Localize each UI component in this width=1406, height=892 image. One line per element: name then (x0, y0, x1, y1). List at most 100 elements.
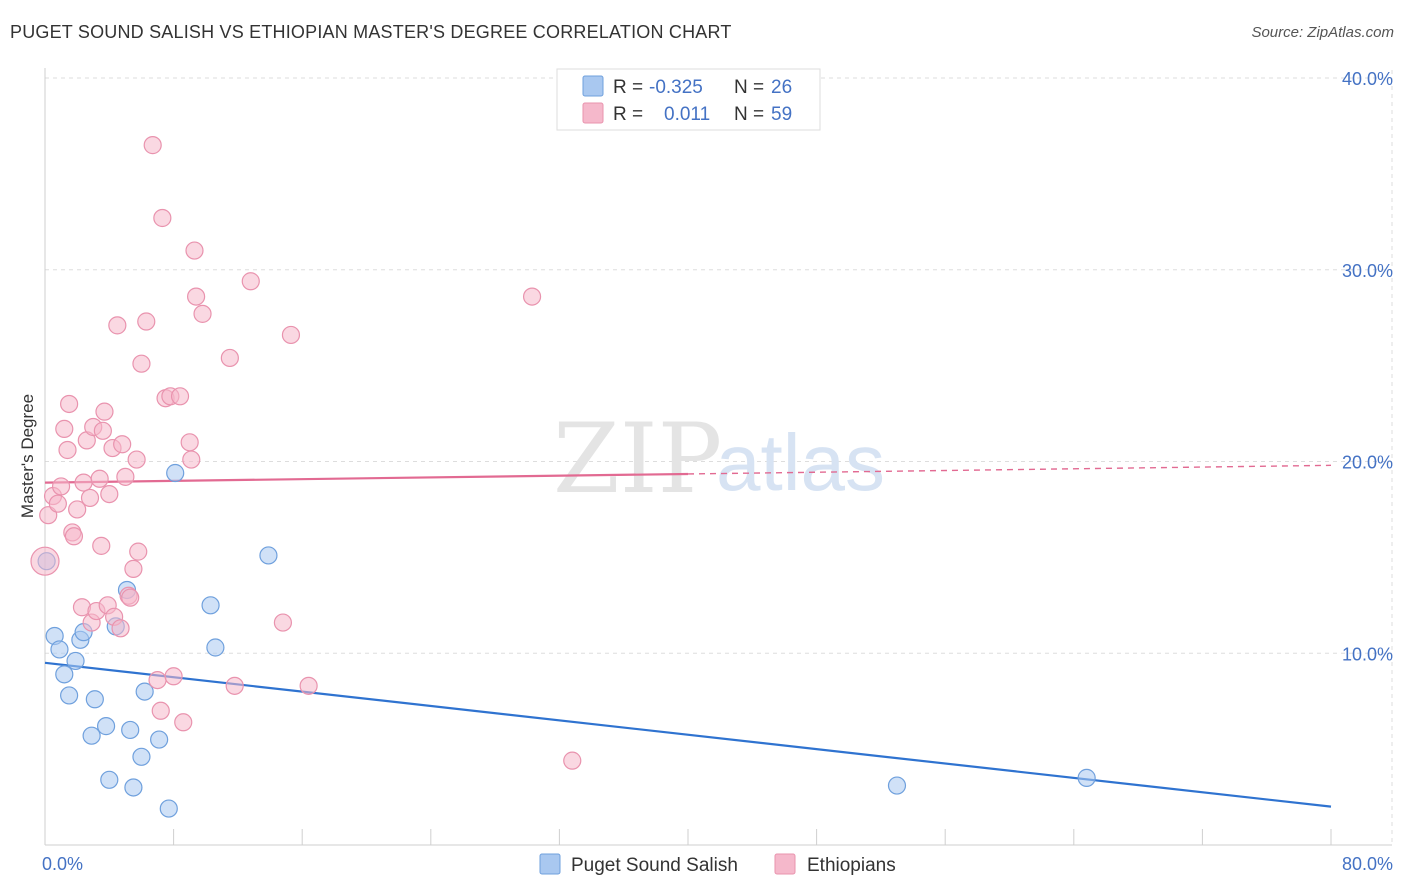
ethiopians-point-0 (30, 546, 60, 576)
puget-sound-salish-trend-line (44, 661, 1332, 808)
axes (44, 68, 1392, 846)
puget-sound-salish-point-4 (60, 686, 79, 705)
puget-sound-salish-point-16 (132, 747, 151, 766)
y-axis-title: Master's Degree (18, 394, 37, 518)
puget-sound-salish-point-15 (124, 778, 143, 797)
bottom-legend-swatch-ethiopians (774, 853, 796, 875)
ethiopians-point-51 (225, 676, 244, 695)
ethiopians-point-34 (132, 354, 151, 373)
ethiopians-point-36 (143, 136, 162, 155)
ethiopians-point-55 (299, 676, 318, 695)
ethiopians-point-43 (170, 387, 190, 406)
ethiopians-point-12 (74, 473, 93, 492)
puget-sound-salish-point-17 (135, 682, 154, 701)
y-tick-label-40: 40.0% (1342, 69, 1393, 89)
source-label: Source: ZipAtlas.com (1251, 24, 1394, 41)
gridlines (45, 70, 1393, 845)
ethiopians-trend-line-solid (44, 472, 689, 484)
ethiopians-point-29 (116, 467, 135, 486)
puget-sound-salish-point-8 (82, 726, 101, 745)
bottom-legend-label-puget: Puget Sound Salish (571, 855, 738, 876)
ethiopians-point-52 (241, 272, 260, 291)
ethiopians-point-23 (100, 484, 119, 504)
ethiopians-point-14 (80, 488, 100, 508)
ethiopians-point-10 (68, 500, 87, 519)
ethiopians-point-50 (220, 348, 239, 368)
legend-r-label-ethiopians: R = (613, 104, 643, 125)
ethiopians-point-53 (273, 613, 293, 632)
ethiopians-point-28 (113, 435, 132, 454)
stats-legend: R = -0.325 N = 26 R = 0.011 N = 59 (556, 68, 821, 131)
puget-sound-salish-point-25 (1077, 768, 1096, 787)
ethiopians-point-56 (522, 287, 542, 306)
puget-sound-salish-point-21 (201, 596, 220, 615)
watermark-zip: ZIP (553, 403, 722, 515)
ethiopians-point-44 (174, 713, 193, 732)
ethiopians-point-21 (95, 402, 114, 421)
x-tick-labels: 0.0% 80.0% (42, 854, 1393, 874)
ethiopians-point-54 (281, 325, 301, 345)
ethiopians-point-3 (48, 494, 67, 513)
y-tick-label-20: 20.0% (1342, 453, 1393, 473)
puget-sound-salish-point-23 (259, 546, 278, 565)
ethiopians-point-38 (151, 701, 170, 720)
ethiopians-point-46 (185, 241, 204, 260)
ethiopians-point-26 (108, 316, 127, 335)
ethiopians-point-33 (129, 542, 148, 561)
ethiopians-point-35 (137, 312, 156, 331)
puget-sound-salish-point-24 (887, 776, 907, 795)
legend-r-label-puget: R = (613, 77, 643, 98)
ethiopians-point-4 (51, 477, 71, 496)
ethiopians-point-47 (187, 287, 206, 306)
bottom-legend-label-ethiopians: Ethiopians (807, 855, 896, 876)
puget-sound-salish-point-10 (96, 717, 116, 736)
series-legend: Puget Sound Salish Ethiopians (539, 853, 896, 876)
bottom-legend-swatch-puget (539, 853, 561, 875)
puget-sound-salish-point-2 (50, 640, 69, 659)
ethiopians-point-58 (121, 588, 140, 607)
legend-n-label-puget: N = (734, 77, 764, 98)
ethiopians-point-9 (64, 527, 84, 546)
puget-sound-salish-point-18 (150, 730, 169, 749)
ethiopians-point-45 (180, 433, 199, 452)
legend-n-label-ethiopians: N = (734, 104, 764, 125)
ethiopians-point-18 (90, 469, 109, 488)
x-tick-label-max: 80.0% (1342, 854, 1393, 874)
ethiopians-point-37 (148, 670, 167, 690)
ethiopians-point-49 (193, 304, 212, 323)
ethiopians-point-39 (153, 208, 172, 228)
legend-swatch-ethiopians (582, 102, 604, 124)
y-tick-label-10: 10.0% (1342, 644, 1393, 664)
x-tick-label-min: 0.0% (42, 854, 83, 874)
ethiopians-point-57 (563, 751, 582, 770)
puget-sound-salish-point-9 (85, 690, 104, 709)
puget-sound-salish-point-5 (66, 651, 85, 671)
ethiopians-trend-line-dashed (687, 464, 1332, 475)
legend-r-value-ethiopians: 0.011 (664, 104, 710, 125)
ethiopians-point-6 (58, 440, 77, 460)
data-points (30, 136, 1096, 818)
puget-sound-salish-point-11 (100, 770, 119, 789)
ethiopians-point-31 (124, 559, 143, 578)
puget-sound-salish-point-3 (55, 665, 74, 684)
y-tick-label-30: 30.0% (1342, 261, 1393, 281)
ethiopians-point-32 (127, 450, 146, 469)
ethiopians-point-42 (164, 667, 183, 686)
ethiopians-point-48 (182, 450, 201, 469)
ethiopians-point-7 (60, 394, 79, 414)
legend-swatch-puget (582, 75, 604, 97)
watermark: ZIP atlas (553, 403, 885, 515)
legend-r-value-puget: -0.325 (649, 77, 703, 98)
puget-sound-salish-point-22 (206, 638, 225, 657)
ethiopians-point-20 (93, 421, 112, 440)
watermark-atlas: atlas (716, 418, 885, 507)
legend-n-value-ethiopians: 59 (771, 104, 792, 125)
ethiopians-point-19 (92, 536, 111, 555)
y-tick-labels: 10.0% 20.0% 30.0% 40.0% (1342, 69, 1393, 664)
ethiopians-point-5 (55, 419, 74, 439)
ethiopians-point-27 (111, 619, 130, 638)
puget-sound-salish-point-20 (166, 463, 185, 483)
trend-lines (44, 464, 1332, 808)
puget-sound-salish-point-19 (159, 799, 178, 818)
